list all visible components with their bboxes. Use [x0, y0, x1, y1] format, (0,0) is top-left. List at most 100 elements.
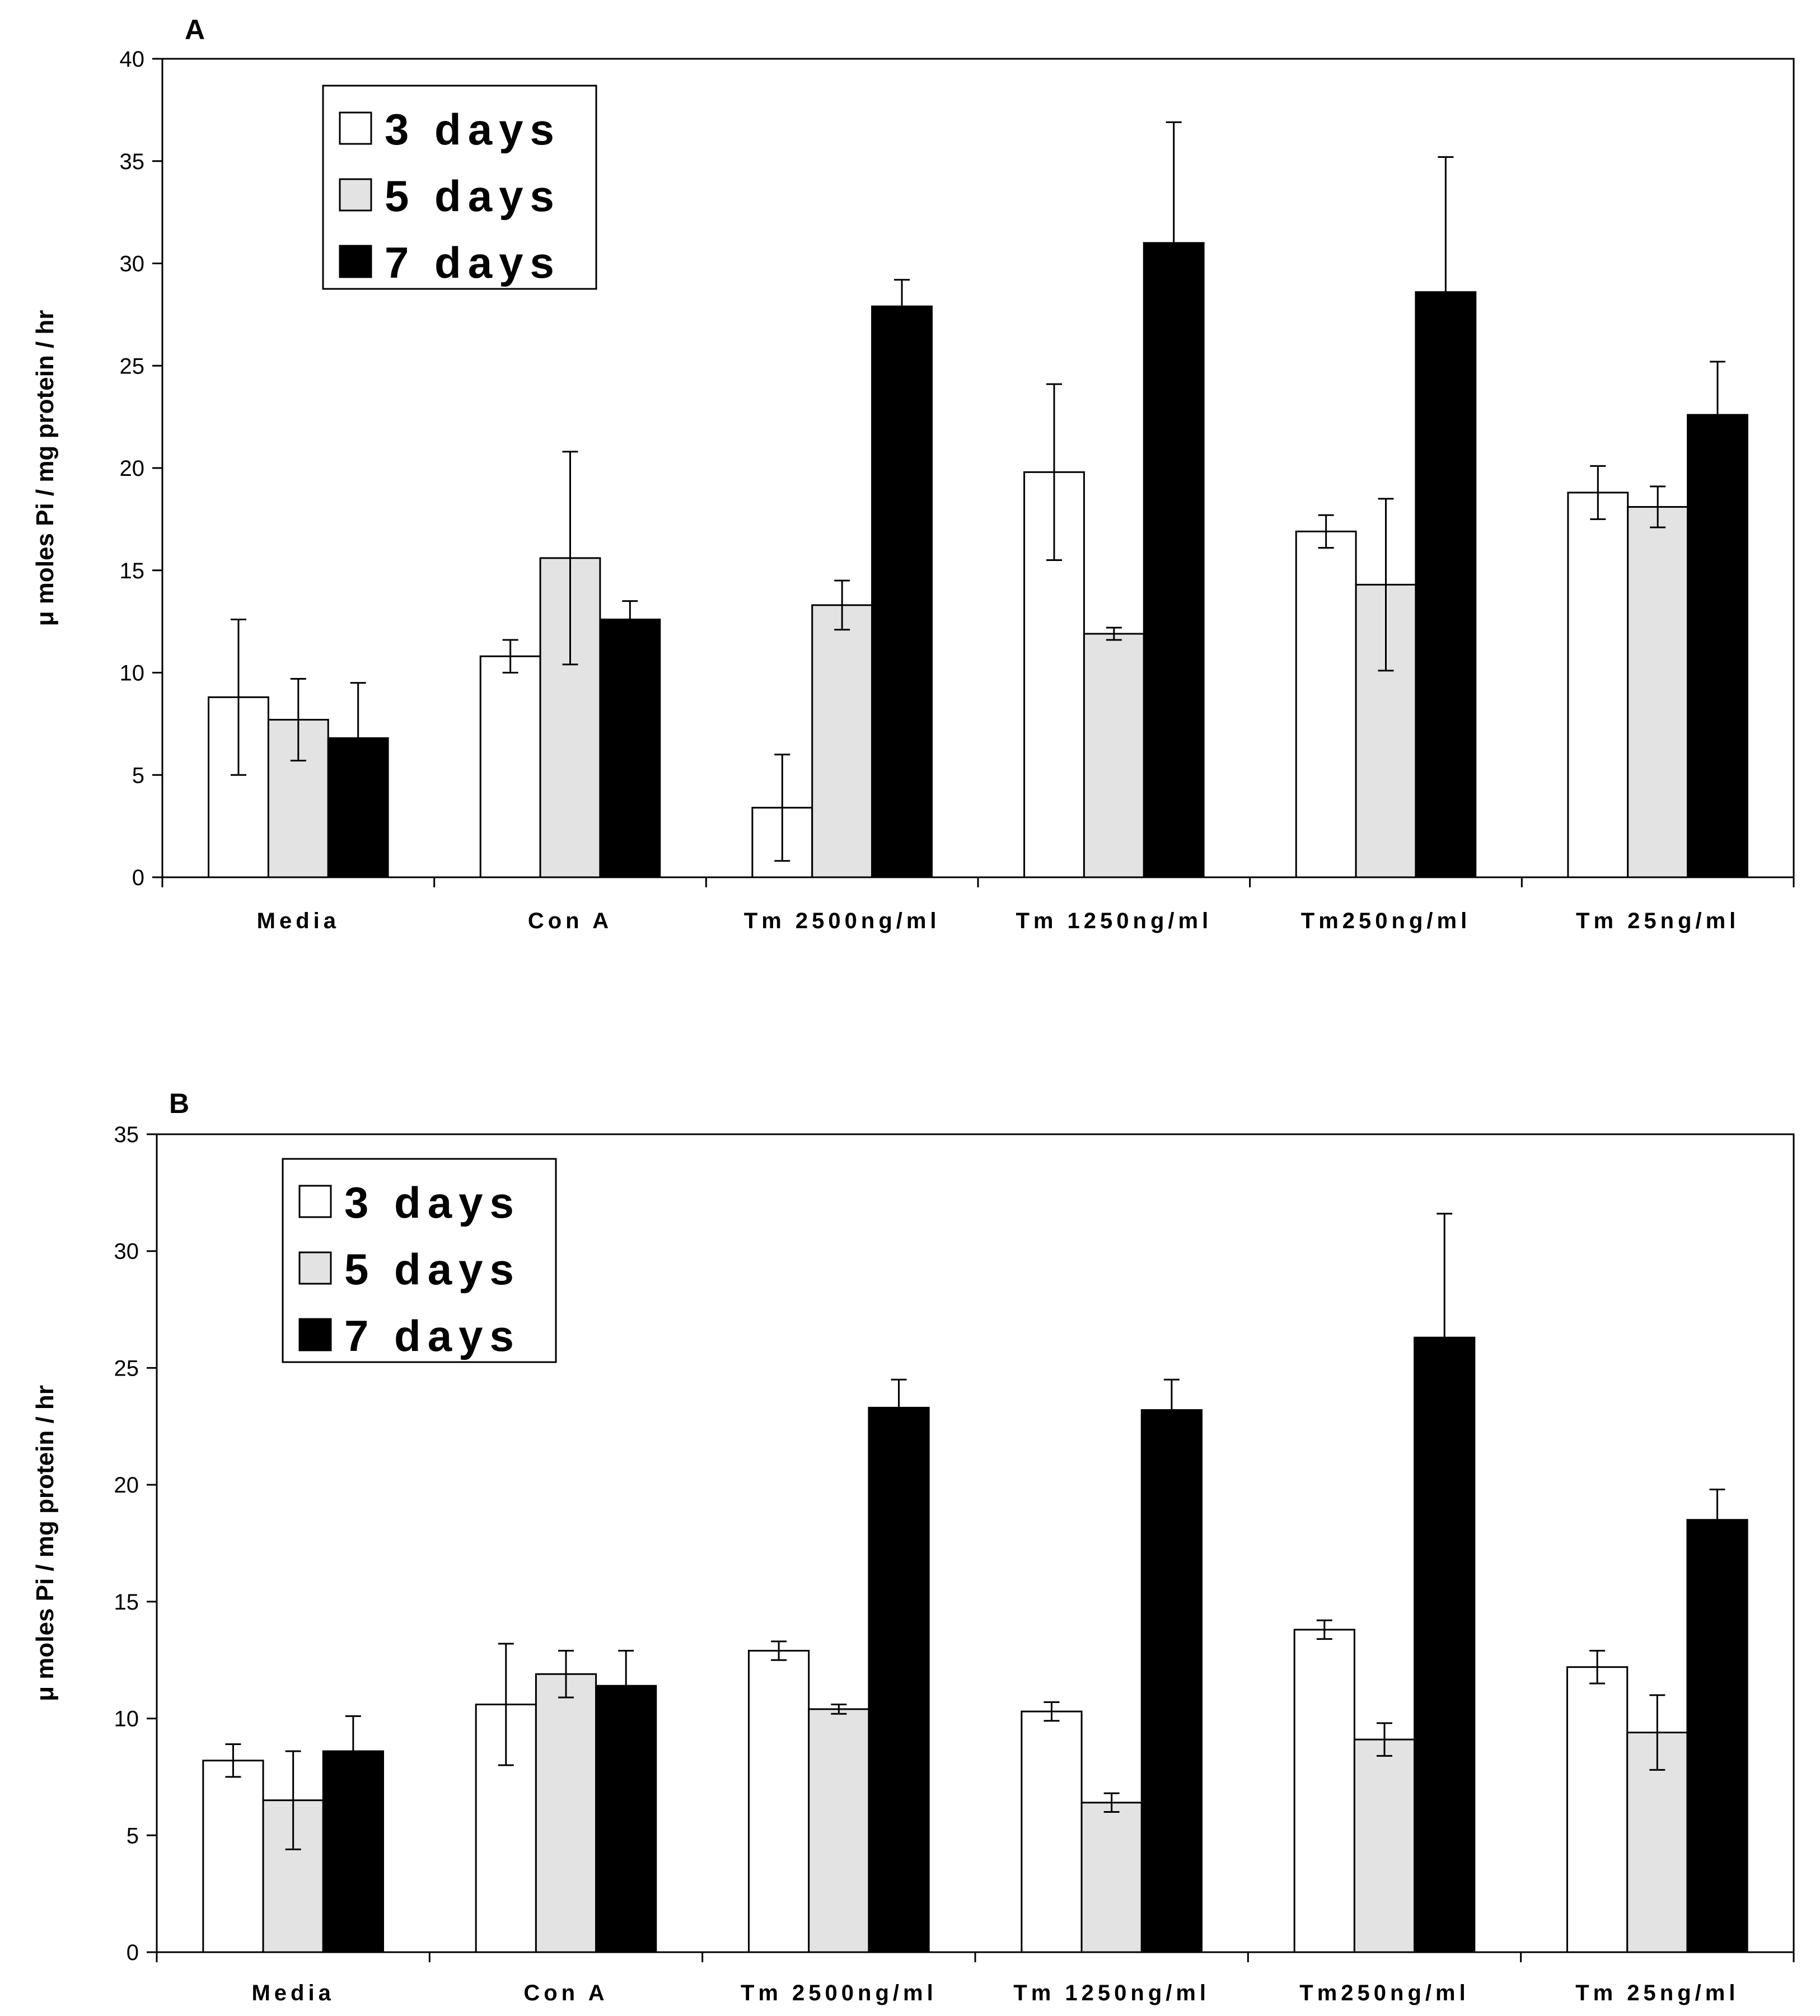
category-label: Tm 1250ng/ml — [1016, 909, 1212, 933]
bar-3-days-3 — [748, 1650, 810, 1953]
error-bar — [1378, 498, 1394, 672]
legend-swatch — [298, 1318, 332, 1351]
error-bar — [1318, 514, 1334, 549]
error-bar — [1590, 465, 1606, 520]
y-tick-label: 25 — [114, 1356, 139, 1381]
error-bar — [774, 754, 790, 862]
bar-3-days-6 — [1566, 1666, 1629, 1953]
legend-label: 7 days — [385, 238, 561, 287]
legend-label: 7 days — [344, 1311, 521, 1360]
error-bar — [1377, 1722, 1392, 1757]
error-bar — [1046, 383, 1062, 561]
y-tick-label: 25 — [120, 354, 145, 378]
panel-label: A — [185, 14, 205, 45]
error-bar — [831, 1704, 847, 1715]
bar-7-days-2 — [595, 1685, 657, 1953]
error-bar — [498, 1643, 514, 1766]
legend-swatch — [339, 245, 372, 278]
y-axis-label: μ moles Pi / mg protein / hr — [31, 310, 59, 626]
error-bar — [1710, 361, 1726, 469]
error-bar — [1106, 626, 1122, 641]
y-tick-label: 15 — [114, 1590, 139, 1615]
y-tick-label: 15 — [120, 559, 145, 583]
error-bar — [1709, 1488, 1725, 1551]
error-bar — [834, 579, 850, 631]
bar-7-days-3 — [868, 1406, 930, 1953]
bar-3-days-1 — [208, 696, 269, 878]
legend: 3 days 5 days 7 days — [282, 1158, 557, 1363]
category-label: Con A — [528, 909, 612, 933]
legend-label: 5 days — [344, 1245, 521, 1294]
bar-7-days-6 — [1686, 1519, 1748, 1953]
error-bar — [1103, 1792, 1120, 1813]
error-bar — [891, 1378, 907, 1437]
y-tick-label: 10 — [120, 661, 145, 686]
error-bar — [345, 1715, 361, 1788]
bar-5-days-3 — [811, 604, 873, 878]
y-tick-label: 30 — [120, 252, 145, 277]
error-bar — [1316, 1619, 1332, 1640]
category-label: Tm250ng/ml — [1301, 909, 1471, 933]
category-label: Tm 2500ng/ml — [744, 909, 941, 933]
y-axis-label: μ moles Pi / mg protein / hr — [31, 1385, 59, 1701]
bar-5-days-1 — [267, 719, 329, 878]
error-bar — [285, 1750, 301, 1850]
category-label: Tm 25ng/ml — [1576, 909, 1739, 933]
error-bar — [618, 1650, 634, 1722]
y-tick-label: 20 — [120, 456, 145, 481]
y-tick-label: 35 — [114, 1122, 139, 1147]
error-bar — [1438, 156, 1454, 428]
chart-panel-a: A 0 5 10 15 20 25 30 35 40 μ moles Pi / mg protein… — [31, 14, 1795, 933]
y-tick-label: 20 — [114, 1473, 139, 1498]
category-label: Media — [257, 909, 340, 933]
error-bar — [290, 677, 306, 762]
error-bar — [1589, 1650, 1606, 1685]
bar-5-days-3 — [808, 1708, 870, 1953]
error-bar — [1649, 1694, 1665, 1771]
error-bar — [230, 618, 246, 776]
bar-5-days-4 — [1083, 633, 1145, 878]
legend-swatch — [298, 1251, 332, 1285]
y-tick-label: 5 — [132, 763, 144, 788]
error-bar — [225, 1743, 241, 1778]
category-label: Tm 1250ng/ml — [1013, 1981, 1210, 2005]
y-tick-label: 0 — [127, 1940, 139, 1965]
bar-3-days-4 — [1021, 1710, 1083, 1953]
category-label: Media — [251, 1981, 334, 2005]
bar-7-days-3 — [871, 305, 933, 878]
category-label: Tm250ng/ml — [1299, 1981, 1469, 2005]
legend-label: 3 days — [344, 1178, 521, 1227]
legend-swatch — [339, 111, 372, 145]
legend: 3 days 5 days 7 days — [322, 85, 597, 290]
y-tick-label: 0 — [132, 866, 144, 890]
y-tick-label: 10 — [114, 1707, 139, 1732]
legend-label: 3 days — [385, 105, 561, 154]
error-bar — [771, 1640, 787, 1661]
error-bar — [350, 682, 366, 794]
error-bar — [502, 639, 518, 673]
bar-5-days-4 — [1080, 1802, 1143, 1953]
error-bar — [894, 279, 910, 334]
legend-label: 5 days — [385, 171, 561, 221]
bar-5-days-2 — [535, 1673, 597, 1953]
bar-7-days-4 — [1140, 1409, 1203, 1953]
error-bar — [1163, 1378, 1180, 1442]
bar-5-days-5 — [1353, 1738, 1416, 1953]
bar-3-days-1 — [202, 1760, 264, 1953]
error-bar — [562, 451, 578, 666]
error-bar — [1650, 485, 1666, 528]
y-tick-label: 40 — [120, 47, 145, 72]
error-bar — [622, 600, 638, 639]
legend-swatch — [298, 1185, 332, 1218]
panel-label: B — [169, 1088, 189, 1119]
bar-3-days-5 — [1293, 1629, 1355, 1953]
bar-5-days-6 — [1627, 506, 1689, 878]
bar-3-days-2 — [479, 655, 541, 878]
category-label: Tm 2500ng/ml — [741, 1981, 937, 2005]
legend-swatch — [339, 178, 372, 212]
bar-7-days-6 — [1687, 414, 1748, 878]
error-bar — [1437, 1213, 1453, 1462]
error-bar — [558, 1650, 574, 1699]
bar-7-days-2 — [599, 618, 661, 878]
error-bar — [1166, 121, 1182, 365]
